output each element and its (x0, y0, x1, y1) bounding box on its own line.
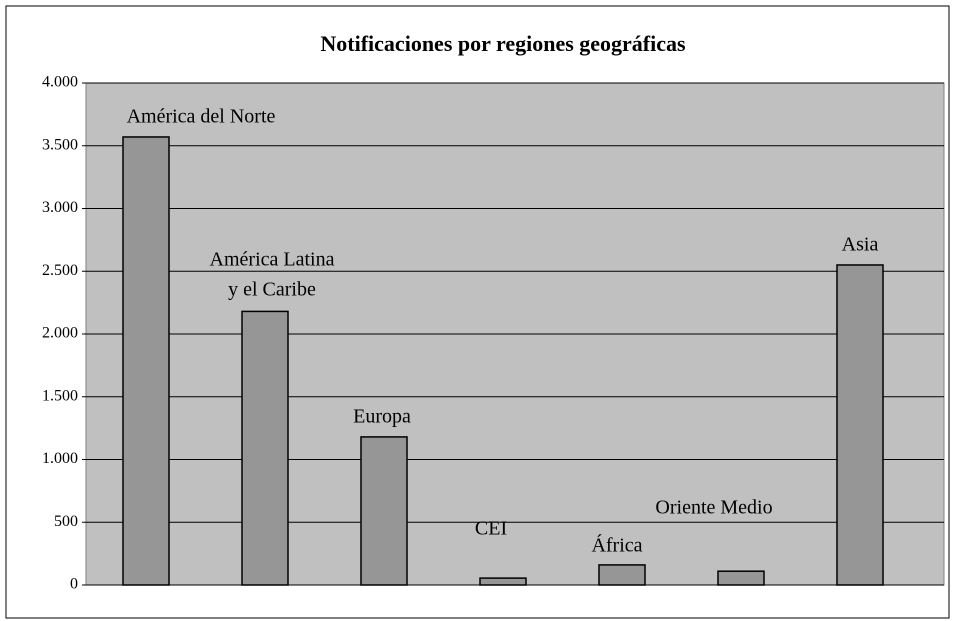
y-tick-label: 2.500 (42, 262, 78, 279)
bar-label: Europa (353, 406, 411, 428)
bar (479, 577, 527, 586)
bar-label: y el Caribe (228, 279, 316, 301)
bar-label: Asia (842, 234, 879, 256)
bar (360, 436, 408, 586)
bar-label: América del Norte (127, 106, 276, 128)
bar (241, 310, 289, 586)
y-tick-label: 2.000 (42, 325, 78, 342)
y-tick-label: 4.000 (42, 74, 78, 91)
bar (836, 264, 884, 586)
bar (717, 570, 765, 586)
y-tick-label: 1.000 (42, 450, 78, 467)
chart-title: Notificaciones por regiones geográficas (320, 31, 686, 56)
bar (598, 564, 646, 586)
bar-label: CEI (475, 518, 507, 540)
y-tick-label: 3.000 (42, 199, 78, 216)
bar-label: Oriente Medio (655, 497, 772, 519)
y-tick-label: 0 (70, 576, 78, 593)
bar-label: América Latina (210, 249, 335, 271)
y-tick-label: 500 (54, 513, 78, 530)
bar (122, 136, 170, 586)
y-tick-label: 1.500 (42, 387, 78, 404)
bar-label: África (591, 534, 642, 557)
y-tick-label: 3.500 (42, 136, 78, 153)
